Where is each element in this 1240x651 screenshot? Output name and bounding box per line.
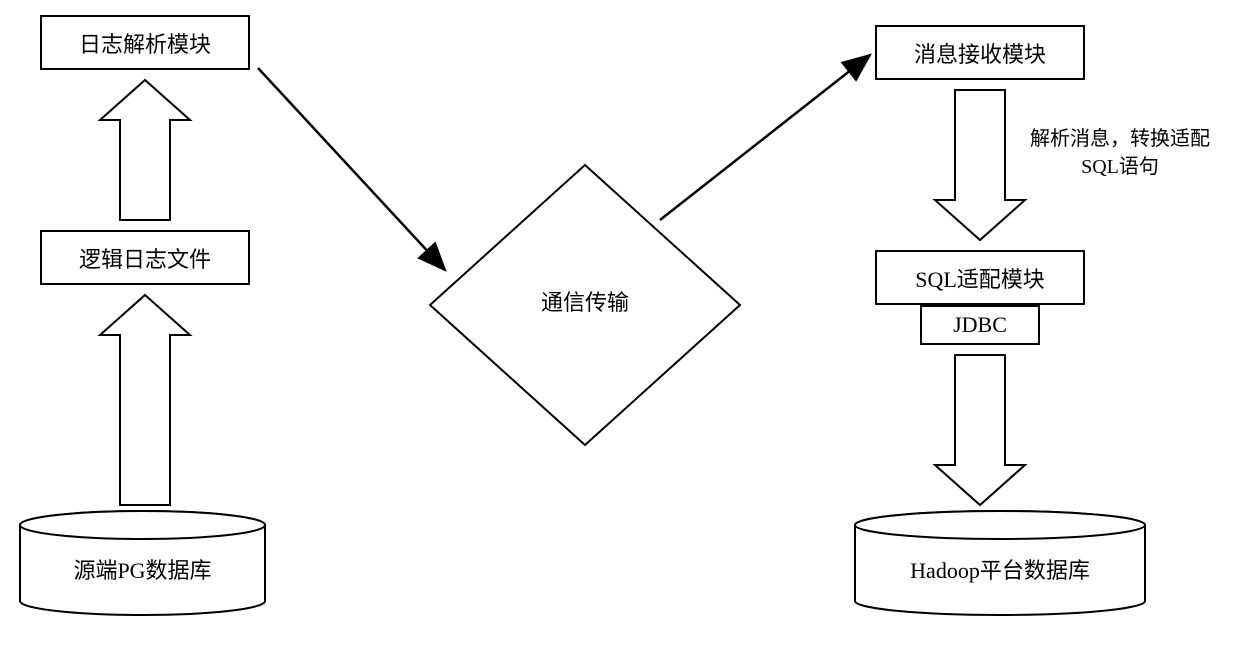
svg-overlay: 通信传输 源端PG数据库 Hadoop平台数据库: [0, 0, 1240, 651]
node-label: 通信传输: [541, 290, 629, 315]
block-arrow-msgrecv-to-sqladapt: [935, 90, 1025, 240]
node-log-parse: 日志解析模块: [40, 15, 250, 70]
node-label: JDBC: [953, 312, 1007, 338]
block-arrow-srcdb-to-logiclog: [100, 295, 190, 505]
node-label: 消息接收模块: [914, 37, 1046, 69]
annotation-parse-msg: 解析消息，转换适配 SQL语句: [1030, 125, 1210, 181]
arrow-logparse-to-comm: [258, 68, 445, 270]
node-label: Hadoop平台数据库: [910, 558, 1090, 583]
node-label: 日志解析模块: [79, 27, 211, 59]
node-comm: 通信传输: [430, 165, 740, 445]
annotation-line: SQL语句: [1030, 153, 1210, 181]
annotation-line: 解析消息，转换适配: [1030, 125, 1210, 153]
node-label: 源端PG数据库: [73, 558, 211, 583]
diagram-canvas: 日志解析模块 逻辑日志文件 消息接收模块 SQL适配模块 JDBC 解析消息，转…: [0, 0, 1240, 651]
node-sql-adapt: SQL适配模块: [875, 250, 1085, 305]
node-jdbc: JDBC: [920, 305, 1040, 345]
arrow-comm-to-msgrecv: [660, 55, 870, 220]
node-logic-log: 逻辑日志文件: [40, 230, 250, 285]
node-hadoop-db: Hadoop平台数据库: [855, 511, 1145, 615]
node-src-db: 源端PG数据库: [20, 511, 265, 615]
node-label: SQL适配模块: [915, 262, 1045, 294]
block-arrow-logiclog-to-logparse: [100, 80, 190, 220]
node-msg-recv: 消息接收模块: [875, 25, 1085, 80]
block-arrow-jdbc-to-hadoop: [935, 355, 1025, 505]
node-label: 逻辑日志文件: [79, 242, 211, 274]
